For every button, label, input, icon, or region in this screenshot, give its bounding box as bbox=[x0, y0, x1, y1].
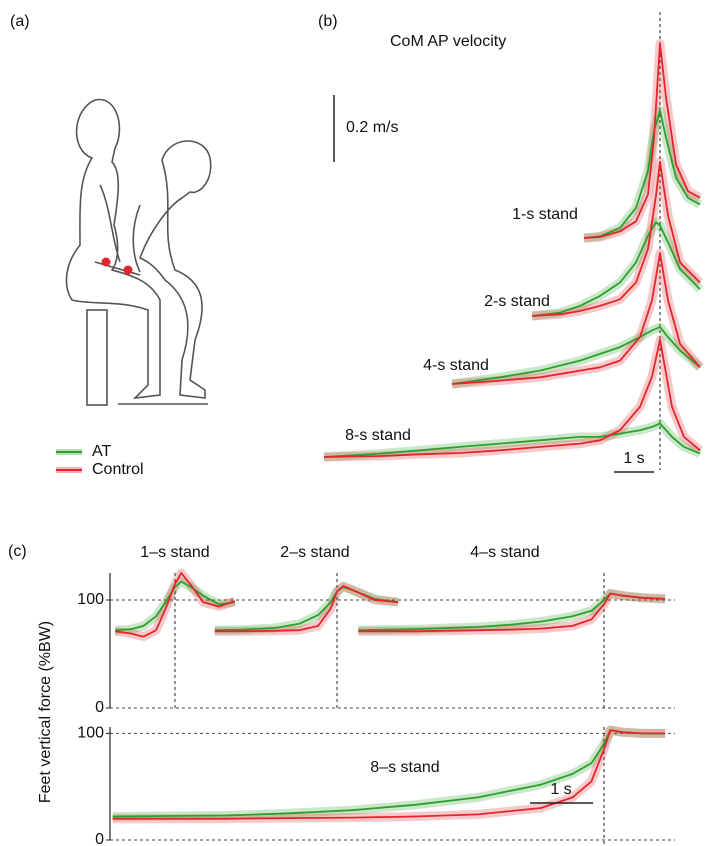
line bbox=[583, 42, 701, 239]
trial-label: 2-s stand bbox=[484, 293, 550, 310]
y-tick-label: 100 bbox=[77, 591, 104, 608]
arms bbox=[99, 184, 141, 273]
trial-label: 1–s stand bbox=[140, 544, 209, 561]
com-marker bbox=[123, 265, 133, 275]
trial-label: 8-s stand bbox=[345, 427, 411, 444]
y-tick-label: 0 bbox=[95, 831, 104, 846]
scale-label: 0.2 m/s bbox=[346, 119, 398, 136]
line bbox=[323, 338, 701, 458]
panel-label: (b) bbox=[318, 13, 338, 30]
trial-label: 4–s stand bbox=[470, 544, 539, 561]
seated-body bbox=[65, 98, 161, 400]
trial-label: 1-s stand bbox=[512, 206, 578, 223]
trial-label: 2–s stand bbox=[280, 544, 349, 561]
y-axis-label: Feet vertical force (%BW) bbox=[37, 621, 54, 803]
seat bbox=[86, 309, 108, 406]
line bbox=[115, 572, 236, 638]
rising-body bbox=[138, 140, 212, 399]
trial-label: 4-s stand bbox=[423, 357, 489, 374]
line bbox=[214, 585, 399, 633]
line bbox=[323, 422, 701, 458]
line bbox=[115, 580, 235, 632]
legend-label: AT bbox=[92, 443, 111, 460]
line bbox=[451, 252, 701, 385]
panel-label: (a) bbox=[10, 13, 30, 30]
scale-label: 1 s bbox=[550, 781, 571, 798]
line bbox=[531, 221, 701, 317]
line bbox=[358, 592, 666, 633]
y-tick-label: 100 bbox=[77, 725, 104, 742]
panel-label: (c) bbox=[8, 543, 27, 560]
chart-title: CoM AP velocity bbox=[390, 33, 506, 50]
line bbox=[531, 161, 701, 317]
y-tick-label: 0 bbox=[95, 699, 104, 716]
illustration bbox=[65, 98, 212, 406]
legend-label: Control bbox=[92, 461, 144, 478]
bar bbox=[94, 261, 141, 276]
com-marker bbox=[101, 257, 111, 267]
scale-label: 1 s bbox=[623, 450, 644, 467]
trial-label: 8–s stand bbox=[370, 759, 439, 776]
line bbox=[451, 326, 701, 385]
